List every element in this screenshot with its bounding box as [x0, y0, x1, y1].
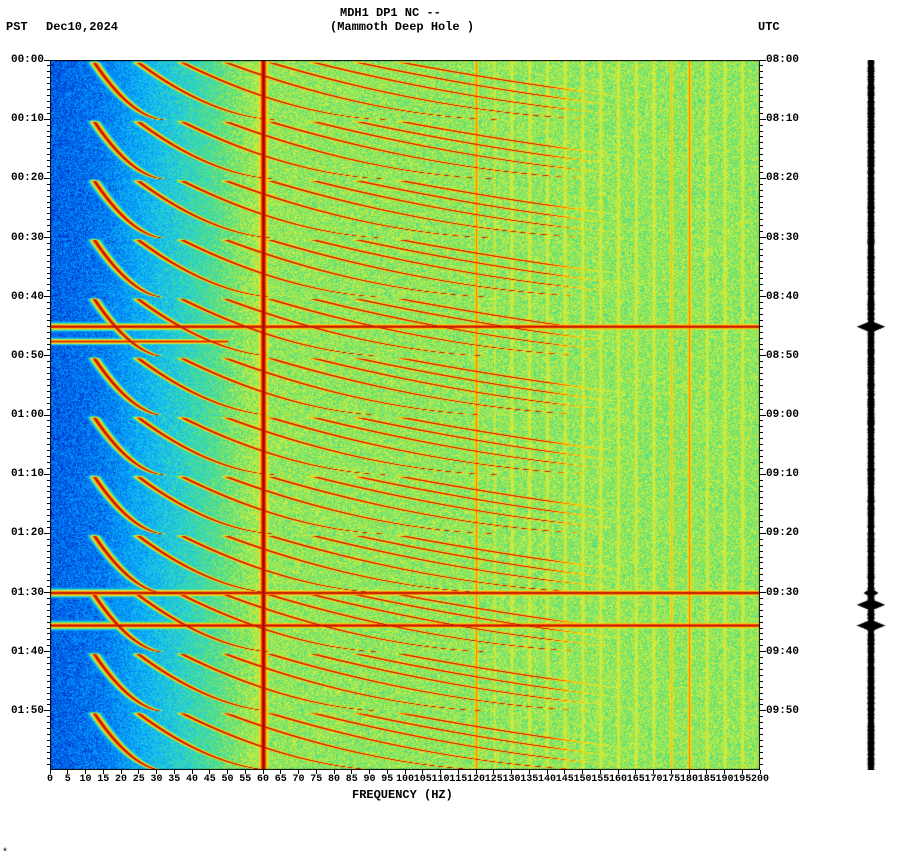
x-tick: 95: [381, 774, 393, 785]
x-tick: 10: [79, 774, 91, 785]
x-tick: 105: [414, 774, 432, 785]
x-tick: 0: [47, 774, 53, 785]
x-tick: 80: [328, 774, 340, 785]
x-tick: 45: [204, 774, 216, 785]
y-right-tick: 09:40: [766, 646, 799, 658]
x-tick: 120: [467, 774, 485, 785]
x-tick: 160: [609, 774, 627, 785]
spectrogram-canvas: [50, 60, 760, 770]
y-right-tick: 08:10: [766, 113, 799, 125]
y-right-tick: 09:00: [766, 409, 799, 421]
y-left-tick: 01:20: [11, 527, 44, 539]
x-tick: 25: [133, 774, 145, 785]
x-tick: 50: [221, 774, 233, 785]
y-right-tick: 08:20: [766, 172, 799, 184]
y-axis-right: 08:0008:1008:2008:3008:4008:5009:0009:10…: [760, 60, 820, 770]
x-tick: 70: [292, 774, 304, 785]
title-line2: (Mammoth Deep Hole ): [330, 20, 474, 34]
y-left-tick: 00:50: [11, 350, 44, 362]
x-tick: 15: [97, 774, 109, 785]
x-tick: 175: [662, 774, 680, 785]
y-left-tick: 00:10: [11, 113, 44, 125]
tz-left-label: PST: [6, 20, 28, 34]
y-left-tick: 01:30: [11, 587, 44, 599]
footer-mark: *: [2, 848, 8, 859]
x-tick: 190: [715, 774, 733, 785]
x-tick: 165: [627, 774, 645, 785]
spectrogram-plot: [50, 60, 760, 770]
x-tick: 115: [449, 774, 467, 785]
x-tick: 140: [538, 774, 556, 785]
y-left-tick: 00:40: [11, 291, 44, 303]
y-left-tick: 01:10: [11, 468, 44, 480]
y-left-tick: 00:20: [11, 172, 44, 184]
y-right-tick: 08:40: [766, 291, 799, 303]
x-tick: 180: [680, 774, 698, 785]
x-tick: 35: [168, 774, 180, 785]
x-tick: 200: [751, 774, 769, 785]
y-left-tick: 01:50: [11, 705, 44, 717]
amplitude-canvas: [856, 60, 886, 770]
x-tick: 195: [733, 774, 751, 785]
x-axis-title: FREQUENCY (HZ): [352, 788, 453, 802]
x-tick: 135: [520, 774, 538, 785]
date-label: Dec10,2024: [46, 20, 118, 34]
y-left-tick: 01:00: [11, 409, 44, 421]
x-tick: 20: [115, 774, 127, 785]
x-tick: 150: [573, 774, 591, 785]
x-tick: 85: [346, 774, 358, 785]
y-axis-left: 00:0000:1000:2000:3000:4000:5001:0001:10…: [0, 60, 50, 770]
y-left-tick: 00:30: [11, 232, 44, 244]
title-line1: MDH1 DP1 NC --: [340, 6, 441, 20]
x-tick: 30: [150, 774, 162, 785]
y-right-tick: 09:30: [766, 587, 799, 599]
x-tick: 130: [502, 774, 520, 785]
y-right-tick: 09:50: [766, 705, 799, 717]
x-tick: 170: [644, 774, 662, 785]
tz-right-label: UTC: [758, 20, 780, 34]
x-tick: 185: [698, 774, 716, 785]
x-tick: 125: [485, 774, 503, 785]
x-tick: 145: [556, 774, 574, 785]
x-tick: 40: [186, 774, 198, 785]
x-tick: 65: [275, 774, 287, 785]
y-right-tick: 08:30: [766, 232, 799, 244]
y-right-tick: 09:10: [766, 468, 799, 480]
y-left-tick: 00:00: [11, 54, 44, 66]
page-root: PST Dec10,2024 MDH1 DP1 NC -- (Mammoth D…: [0, 0, 902, 864]
x-tick: 60: [257, 774, 269, 785]
x-tick: 110: [431, 774, 449, 785]
y-right-tick: 08:00: [766, 54, 799, 66]
x-tick: 100: [396, 774, 414, 785]
y-right-tick: 09:20: [766, 527, 799, 539]
y-left-tick: 01:40: [11, 646, 44, 658]
x-tick: 155: [591, 774, 609, 785]
x-tick: 55: [239, 774, 251, 785]
x-tick: 5: [65, 774, 71, 785]
amplitude-strip: [856, 60, 886, 770]
x-tick: 90: [363, 774, 375, 785]
x-tick: 75: [310, 774, 322, 785]
y-right-tick: 08:50: [766, 350, 799, 362]
